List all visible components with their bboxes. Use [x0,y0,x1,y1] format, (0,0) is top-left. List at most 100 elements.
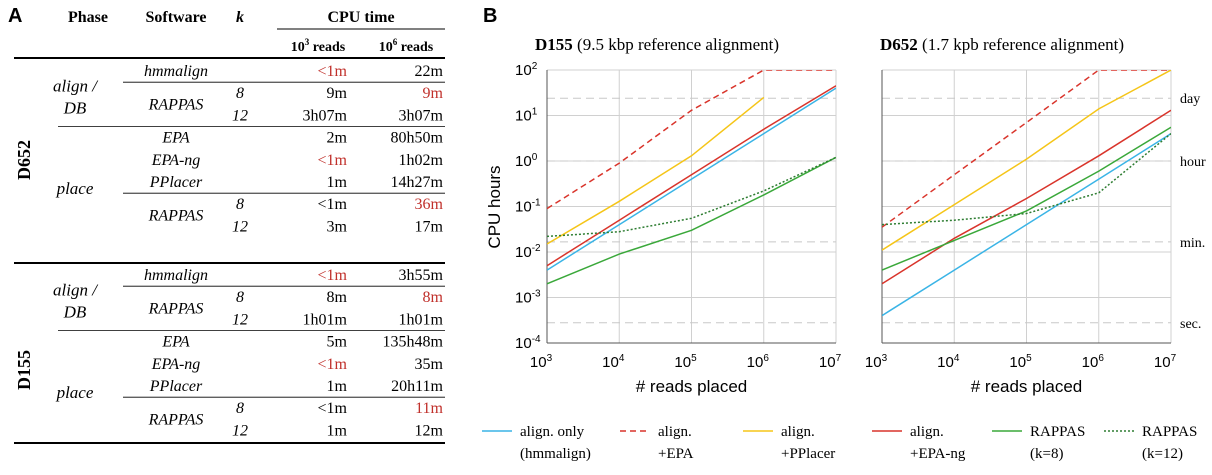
subheader-1e3: 103 reads [291,37,346,55]
x-tick-label: 106 [1082,353,1105,371]
software-rappas: RAPPAS [148,96,204,113]
software-epa-ng: EPA-ng [151,152,201,169]
series-group [882,70,1171,317]
cpu-time-1e6: 8m [423,289,444,306]
chart-title: D652 (1.7 kpb reference alignment) [880,35,1124,54]
legend-label-rappas12: RAPPAS [1142,424,1197,440]
cpu-time-1e3: 3m [327,218,348,235]
software-epa-ng: EPA-ng [151,356,201,373]
cpu-time-1e6: 11m [415,400,443,417]
ref-label-min: min. [1180,236,1205,251]
cpu-time-1e6: 135h48m [383,334,444,351]
series-line-pplacer [882,70,1171,251]
x-tick-label: 103 [865,353,888,371]
k-value: 8 [236,400,244,417]
cpu-time-1e6: 14h27m [391,174,444,191]
software-hmmalign: hmmalign [144,63,208,80]
cpu-time-1e3: 3h07m [303,107,348,124]
cpu-time-1e3: 1m [327,422,348,439]
panel-a-table: A Phase Software k CPU time 103 reads 106 read… [8,5,445,444]
x-tick-label: 106 [747,353,770,371]
legend-label-pplacer: align. [781,424,815,440]
cpu-time-1e6: 36m [415,196,444,213]
dataset-label-D155: D155 [14,350,34,390]
x-axis-label: # reads placed [636,377,748,396]
legend-sublabel-rappas12: (k=12) [1142,446,1183,462]
legend-sublabel-hmmalign: (hmmalign) [520,446,591,462]
k-value: 8 [236,85,244,102]
phase-place-label: place [56,383,94,402]
cpu-time-1e3: <1m [318,196,348,213]
cpu-time-1e3: 1h01m [303,311,348,328]
series-line-hmmalign [882,132,1171,317]
software-pplacer: PPlacer [149,174,203,191]
ref-label-hour: hour [1180,155,1206,170]
cpu-time-1e3: <1m [318,152,348,169]
y-tick-label: 10-1 [515,198,541,216]
cpu-time-1e6: 3h07m [399,107,444,124]
y-tick-label: 10-4 [515,334,541,352]
series-line-rappas12 [882,133,1171,226]
phase-place-label: place [56,179,94,198]
subheader-1e6: 106 reads [379,37,434,55]
k-value: 12 [232,218,248,235]
y-tick-label: 10-3 [515,289,541,307]
y-axis-label: CPU hours [485,165,504,248]
cpu-time-1e3: 9m [327,85,348,102]
phase-align-label: align / [53,280,99,299]
series-line-rappas12 [547,156,836,238]
software-rappas: RAPPAS [148,207,204,224]
series-line-hmmalign [547,87,836,271]
series-line-rappas8 [882,126,1171,271]
software-epa: EPA [161,130,189,147]
legend-label-rappas8: RAPPAS [1030,424,1085,440]
phase-align-label: align / [53,76,99,95]
legend-label-epang: align. [910,424,944,440]
cpu-time-1e3: 5m [327,334,348,351]
x-tick-label: 105 [1009,353,1032,371]
cpu-time-1e6: 35m [415,356,444,373]
header-k: k [236,9,244,26]
x-tick-label: 107 [1154,353,1177,371]
cpu-time-1e6: 12m [415,422,444,439]
cpu-time-1e6: 3h55m [399,267,444,284]
k-value: 8 [236,289,244,306]
cpu-time-1e3: <1m [318,356,348,373]
cpu-time-1e6: 9m [423,85,444,102]
cpu-time-1e6: 22m [415,63,444,80]
chart-D652: D652 (1.7 kpb reference alignment) 103 104… [865,35,1177,396]
y-tick-label: 100 [515,152,538,170]
series-line-pplacer [547,96,765,245]
cpu-time-1e6: 17m [415,218,444,235]
cpu-time-1e6: 1h02m [399,152,444,169]
k-value: 8 [236,196,244,213]
x-tick-label: 105 [674,353,697,371]
chart-D155: D155 (9.5 kbp reference alignment) 103 104… [515,35,842,396]
x-tick-label: 103 [530,353,553,371]
cpu-time-1e3: 1m [327,174,348,191]
cpu-time-1e6: 80h50m [391,130,444,147]
software-rappas: RAPPAS [148,300,204,317]
software-hmmalign: hmmalign [144,267,208,284]
ref-label-day: day [1180,92,1200,107]
legend-sublabel-pplacer: +PPlacer [781,446,835,462]
software-rappas: RAPPAS [148,411,204,428]
y-tick-label: 101 [515,107,538,125]
phase-db-label: DB [63,302,87,321]
series-line-epang [547,85,836,267]
legend-label-epa: align. [658,424,692,440]
legend-sublabel-epa: +EPA [658,446,694,462]
ref-label-sec: sec. [1180,317,1201,332]
k-value: 12 [232,422,248,439]
legend-sublabel-epang: +EPA-ng [910,446,966,462]
cpu-time-1e3: <1m [318,267,348,284]
header-cpu-time: CPU time [327,9,394,26]
series-line-rappas8 [547,156,836,285]
cpu-time-1e3: <1m [318,400,348,417]
x-tick-label: 107 [819,353,842,371]
k-value: 12 [232,107,248,124]
header-phase: Phase [68,9,108,26]
software-pplacer: PPlacer [149,378,203,395]
